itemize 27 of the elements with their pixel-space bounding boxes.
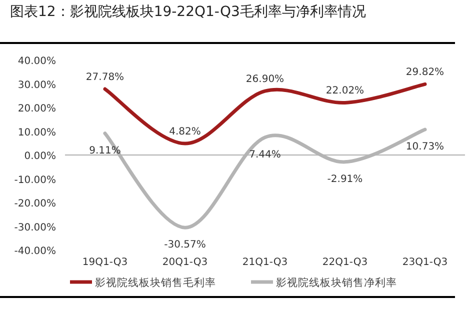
data-label: 26.90%: [246, 74, 284, 86]
x-tick-label: 23Q1-Q3: [402, 257, 448, 268]
legend-label: 影视院线板块销售毛利率: [95, 276, 216, 289]
data-label: 27.78%: [86, 72, 124, 84]
y-tick-label: -10.00%: [14, 174, 56, 186]
data-label: 22.02%: [326, 86, 364, 97]
y-tick-label: 0.00%: [24, 151, 56, 162]
y-tick-label: 30.00%: [18, 80, 56, 91]
data-label: 9.11%: [89, 145, 121, 156]
data-label: 7.44%: [249, 149, 281, 160]
data-label: 29.82%: [406, 67, 444, 78]
x-tick-label: 21Q1-Q3: [242, 257, 288, 268]
y-tick-label: -30.00%: [14, 222, 56, 234]
legend-label: 影视院线板块销售净利率: [276, 276, 397, 289]
x-tick-label: 22Q1-Q3: [322, 257, 368, 268]
x-tick-label: 20Q1-Q3: [162, 257, 208, 268]
y-tick-label: -20.00%: [14, 198, 56, 210]
x-tick-label: 19Q1-Q3: [82, 257, 128, 268]
data-label: -2.91%: [327, 174, 363, 185]
data-label: 4.82%: [169, 126, 201, 138]
chart-title: 图表12：影视院线板块19-22Q1-Q3毛利率与净利率情况: [10, 4, 366, 20]
data-label: 10.73%: [406, 142, 444, 153]
y-tick-label: 10.00%: [18, 127, 56, 138]
y-tick-label: 20.00%: [18, 104, 56, 114]
data-label: -30.57%: [164, 240, 206, 251]
y-tick-label: 40.00%: [18, 56, 56, 67]
y-tick-label: -40.00%: [14, 246, 56, 257]
